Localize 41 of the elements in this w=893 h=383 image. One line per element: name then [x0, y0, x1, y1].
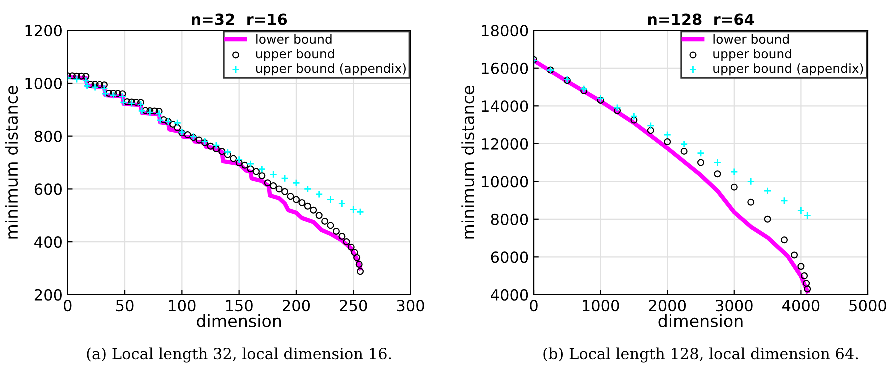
y-tick-label: 6000 [491, 252, 528, 264]
y-tick-label: 16000 [482, 62, 528, 74]
legend-label: upper bound [714, 48, 792, 62]
legend-label: upper bound (appendix) [714, 64, 864, 76]
y-tick-label: 10000 [482, 176, 528, 188]
x-tick-label: 250 [340, 300, 368, 312]
x-tick-label: 4000 [782, 300, 820, 312]
y-tick-label: 200 [34, 289, 62, 301]
x-tick-label: 50 [116, 300, 134, 312]
x-tick-label: 0 [530, 300, 538, 312]
x-tick-label: 1000 [583, 300, 620, 312]
y-tick-label: 18000 [482, 25, 528, 37]
y-tick-label: 8000 [491, 214, 528, 226]
y-tick-label: 4000 [491, 289, 528, 301]
y-tick-label: 14000 [482, 100, 528, 112]
x-tick-label: 2000 [649, 300, 686, 312]
y-tick-label: 800 [34, 130, 62, 142]
legend-label: upper bound (appendix) [256, 64, 406, 76]
y-tick-label: 1000 [26, 78, 62, 90]
y-tick-label: 600 [34, 184, 62, 196]
text: (b) Local length 128, local dimension 64. [544, 348, 858, 363]
x-axis-title: dimension [658, 314, 743, 328]
x-tick-label: 200 [283, 300, 310, 312]
y-tick-label: 1200 [26, 25, 62, 37]
x-tick-label: 5000 [850, 300, 886, 312]
x-tick-label: 100 [169, 300, 196, 312]
chart-title: n=128 r=64 [648, 14, 754, 26]
y-axis-title: minimum distance [462, 86, 475, 239]
y-tick-label: 400 [34, 236, 62, 248]
x-tick-label: 300 [397, 300, 424, 312]
text: (a) Local length 32, local dimension 16. [87, 348, 392, 363]
legend-label: lower bound [714, 34, 789, 44]
chart-title: n=32 r=16 [192, 14, 288, 26]
legend-label: upper bound [256, 48, 334, 62]
y-tick-label: 12000 [482, 138, 528, 150]
x-axis-title: dimension [197, 314, 282, 328]
legend-label: lower bound [256, 34, 332, 44]
y-axis-title: minimum distance [5, 86, 18, 239]
x-tick-label: 150 [226, 300, 253, 312]
x-tick-label: 0 [64, 300, 72, 312]
x-tick-label: 3000 [716, 300, 753, 312]
